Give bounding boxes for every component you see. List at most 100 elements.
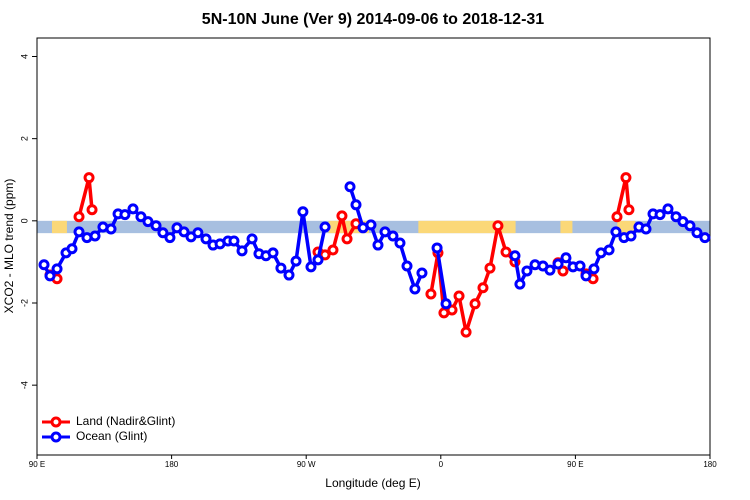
data-point xyxy=(446,304,458,316)
land-span xyxy=(418,220,516,234)
data-point xyxy=(574,260,586,272)
data-point xyxy=(611,211,623,223)
legend-marker xyxy=(50,431,62,443)
y-tick-label: 2 xyxy=(19,136,29,141)
x-tick-label: 90 W xyxy=(297,460,316,469)
data-point xyxy=(580,270,592,282)
data-point xyxy=(275,262,287,274)
data-point xyxy=(670,211,682,223)
data-point xyxy=(350,199,362,211)
data-point xyxy=(38,259,50,271)
y-axis-label: XCO2 - MLO trend (ppm) xyxy=(2,179,16,314)
series-line xyxy=(49,175,631,334)
data-point xyxy=(514,278,526,290)
data-point xyxy=(500,246,512,258)
data-point xyxy=(440,298,452,310)
data-point xyxy=(341,233,353,245)
data-point xyxy=(640,223,652,235)
data-point xyxy=(142,216,154,228)
data-point xyxy=(394,237,406,249)
data-point xyxy=(552,258,564,270)
data-point xyxy=(127,203,139,215)
y-tick-label: -4 xyxy=(19,381,29,389)
data-point xyxy=(178,226,190,238)
data-point xyxy=(560,252,572,264)
y-tick-label: -2 xyxy=(19,299,29,307)
data-point xyxy=(620,172,632,184)
x-tick-label: 90 E xyxy=(29,460,45,469)
data-point xyxy=(119,209,131,221)
y-tick-label: 4 xyxy=(19,54,29,59)
data-point xyxy=(623,204,635,216)
data-point xyxy=(267,247,279,259)
data-point xyxy=(336,210,348,222)
data-point xyxy=(150,220,162,232)
data-point xyxy=(477,282,489,294)
data-point xyxy=(469,298,481,310)
data-point xyxy=(662,203,674,215)
data-point xyxy=(691,227,703,239)
data-point xyxy=(312,254,324,266)
data-point xyxy=(365,219,377,231)
data-point xyxy=(135,211,147,223)
data-point xyxy=(246,233,258,245)
data-point xyxy=(372,239,384,251)
data-point xyxy=(305,261,317,273)
data-point xyxy=(83,172,95,184)
data-point xyxy=(164,232,176,244)
data-point xyxy=(66,243,78,255)
data-point xyxy=(327,244,339,256)
data-point xyxy=(228,235,240,247)
data-point xyxy=(157,227,169,239)
data-point xyxy=(236,245,248,257)
data-point xyxy=(684,220,696,232)
data-point xyxy=(603,244,615,256)
data-point xyxy=(401,260,413,272)
data-point xyxy=(610,226,622,238)
data-point xyxy=(297,206,309,218)
data-point xyxy=(86,204,98,216)
data-point xyxy=(73,211,85,223)
data-point xyxy=(460,326,472,338)
data-point xyxy=(484,262,496,274)
data-point xyxy=(453,290,465,302)
y-tick-label: 0 xyxy=(19,218,29,223)
x-axis-label: Longitude (deg E) xyxy=(325,476,420,490)
data-point xyxy=(425,288,437,300)
legend-label: Ocean (Glint) xyxy=(76,429,147,443)
x-tick-label: 180 xyxy=(165,460,179,469)
data-point xyxy=(44,270,56,282)
data-point xyxy=(387,230,399,242)
land-span xyxy=(560,220,573,234)
legend-marker xyxy=(50,416,62,428)
data-point xyxy=(105,223,117,235)
data-point xyxy=(588,263,600,275)
data-point xyxy=(409,283,421,295)
data-point xyxy=(319,221,331,233)
x-tick-label: 0 xyxy=(439,460,444,469)
land-span xyxy=(51,220,67,234)
data-point xyxy=(416,267,428,279)
data-point xyxy=(200,233,212,245)
data-point xyxy=(509,250,521,262)
data-point xyxy=(192,227,204,239)
data-point xyxy=(557,265,569,277)
data-point xyxy=(492,220,504,232)
x-tick-label: 180 xyxy=(703,460,717,469)
data-point xyxy=(89,230,101,242)
x-tick-label: 90 E xyxy=(567,460,583,469)
land-span xyxy=(617,220,636,234)
data-point xyxy=(290,255,302,267)
data-point xyxy=(51,263,63,275)
data-point xyxy=(431,242,443,254)
data-point xyxy=(521,265,533,277)
data-point xyxy=(654,209,666,221)
data-point xyxy=(319,249,331,261)
chart-title: 5N-10N June (Ver 9) 2014-09-06 to 2018-1… xyxy=(202,11,545,28)
data-point xyxy=(344,181,356,193)
data-point xyxy=(699,232,711,244)
legend-label: Land (Nadir&Glint) xyxy=(76,414,175,428)
plot-frame xyxy=(36,37,711,456)
data-point xyxy=(283,269,295,281)
